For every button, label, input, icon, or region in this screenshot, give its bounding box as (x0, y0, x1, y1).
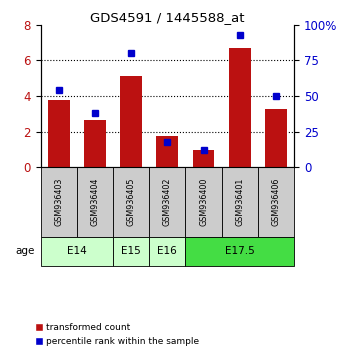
Text: GSM936400: GSM936400 (199, 178, 208, 226)
Bar (120, 75, 142, 167)
Bar (41, 167, 77, 237)
Bar (113, 167, 149, 237)
Bar (149, 167, 186, 237)
Text: GSM936402: GSM936402 (163, 178, 172, 227)
Bar (41, 237, 113, 266)
Bar (186, 237, 294, 266)
Title: GDS4591 / 1445588_at: GDS4591 / 1445588_at (90, 11, 245, 24)
Text: E14: E14 (67, 246, 87, 256)
Bar (113, 237, 149, 266)
Bar (156, 136, 178, 167)
Text: GSM936404: GSM936404 (90, 178, 99, 226)
Bar (229, 48, 250, 167)
Bar (265, 109, 287, 167)
Text: GSM936406: GSM936406 (271, 178, 281, 226)
Bar (149, 237, 186, 266)
Bar (193, 150, 214, 167)
Bar (77, 167, 113, 237)
Bar (48, 101, 70, 167)
Text: GSM936403: GSM936403 (54, 178, 63, 226)
Bar (222, 167, 258, 237)
Text: GSM936405: GSM936405 (127, 178, 136, 227)
Bar (258, 167, 294, 237)
Bar (186, 167, 222, 237)
Bar (84, 120, 106, 167)
Text: E17.5: E17.5 (225, 246, 255, 256)
Text: E16: E16 (158, 246, 177, 256)
Text: age: age (16, 246, 35, 256)
Legend: transformed count, percentile rank within the sample: transformed count, percentile rank withi… (31, 320, 203, 349)
Text: GSM936401: GSM936401 (235, 178, 244, 226)
Text: E15: E15 (121, 246, 141, 256)
